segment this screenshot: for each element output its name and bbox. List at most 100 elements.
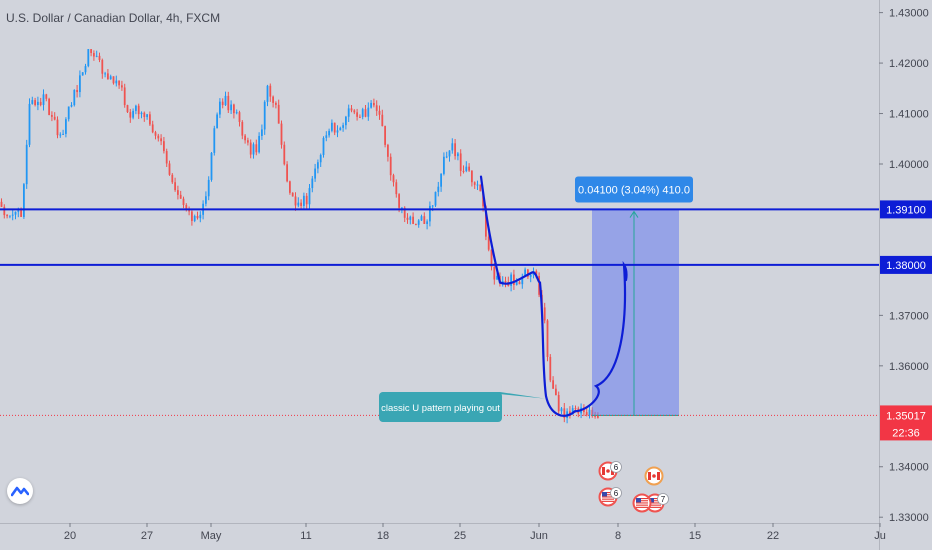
candle-body [51, 115, 53, 117]
candle [196, 211, 199, 220]
candle [473, 181, 476, 189]
candle [459, 149, 462, 177]
candle [65, 117, 67, 138]
y-tick-label: 1.43000 [889, 8, 929, 20]
event-us-flag-icon [632, 493, 652, 513]
event-canada-flag-icon[interactable]: 6 [598, 461, 622, 481]
candle-body [126, 105, 129, 113]
candle [193, 214, 196, 223]
event-canada-flag-icon[interactable] [644, 466, 664, 486]
us-flag-stripe [649, 500, 661, 502]
candle [182, 196, 185, 209]
candle [560, 406, 563, 415]
candle [177, 185, 179, 200]
candle [406, 213, 409, 224]
candle [359, 114, 361, 119]
us-flag-canton [602, 492, 607, 497]
candle [98, 52, 101, 63]
candle [319, 153, 322, 167]
candle [168, 160, 171, 176]
candle [423, 212, 426, 225]
candle [395, 179, 398, 198]
candle [123, 83, 126, 108]
candle-body [107, 73, 109, 80]
candle [356, 108, 358, 121]
candle [375, 100, 378, 116]
candle-body [518, 281, 521, 285]
candle-body [384, 126, 386, 145]
candle [490, 249, 493, 271]
candle-body [588, 409, 591, 416]
candle [179, 190, 182, 199]
event-us-flag-icon[interactable]: 6 [598, 487, 622, 507]
candle-body [213, 128, 216, 153]
candle [244, 134, 246, 144]
candle [23, 182, 25, 219]
candle-body [286, 164, 288, 182]
candle-body [0, 201, 3, 207]
candle [160, 134, 162, 146]
candle [165, 148, 168, 167]
candle [129, 108, 132, 123]
candle [420, 214, 423, 222]
candle-body [521, 276, 524, 285]
level-price-label: 1.38000 [886, 260, 926, 272]
candle-body [17, 210, 20, 212]
candle [14, 211, 17, 220]
candle-body [65, 119, 67, 134]
candle-body [311, 178, 314, 189]
candle-body [361, 109, 364, 117]
x-tick-label: 18 [377, 530, 389, 542]
candle-body [563, 408, 566, 418]
x-tick-label: 20 [64, 530, 76, 542]
candle [191, 210, 193, 226]
candle-body [476, 184, 479, 186]
candle-body [345, 116, 347, 126]
candle [364, 105, 367, 118]
candle [76, 84, 78, 98]
candle-body [9, 215, 11, 217]
candle-body [258, 135, 260, 153]
candle-body [163, 141, 165, 152]
candle [588, 405, 591, 419]
candle [339, 126, 342, 131]
candle-body [538, 275, 540, 295]
candle [325, 131, 328, 142]
candle [109, 74, 112, 80]
candle [70, 102, 73, 108]
candle-body [28, 103, 31, 145]
candle [303, 192, 305, 209]
candle-body [283, 144, 286, 165]
candle [84, 63, 87, 75]
candle [207, 176, 210, 201]
candle-body [185, 204, 188, 210]
candle-body [39, 101, 42, 105]
candle-body [448, 150, 451, 157]
candle-body [227, 95, 230, 111]
candle [227, 91, 230, 113]
candle [297, 197, 300, 208]
candle [25, 139, 28, 189]
candle [457, 152, 459, 161]
candle-body [115, 80, 118, 84]
candle [87, 48, 90, 68]
candle [104, 71, 106, 78]
candle-body [149, 114, 151, 125]
candle-body [151, 124, 154, 133]
candle-body [339, 127, 342, 131]
candle-body [543, 307, 546, 321]
candle [263, 100, 266, 135]
candle-body [305, 195, 308, 205]
candle-body [417, 220, 420, 225]
candle [235, 109, 238, 115]
candle-body [272, 96, 274, 103]
tradingview-logo[interactable] [7, 478, 33, 504]
candle-body [367, 107, 370, 117]
candle-body [199, 214, 202, 219]
candle [294, 192, 297, 211]
candle-body [504, 280, 507, 283]
candle [465, 161, 468, 173]
candle-body [263, 101, 266, 130]
us-flag-stripe [602, 500, 614, 502]
candle-body [373, 102, 375, 106]
